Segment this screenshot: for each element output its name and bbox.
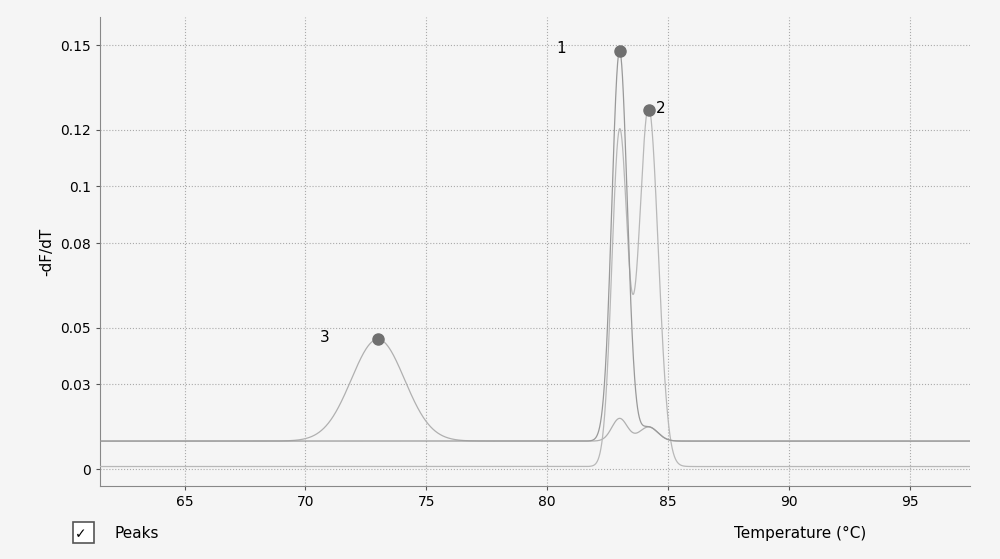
Text: 3: 3 bbox=[320, 330, 330, 345]
Text: 1: 1 bbox=[557, 41, 566, 56]
Y-axis label: -dF/dT: -dF/dT bbox=[40, 228, 55, 276]
Bar bbox=[73, 522, 94, 543]
Text: Peaks: Peaks bbox=[115, 527, 160, 541]
Text: Temperature (°C): Temperature (°C) bbox=[734, 527, 866, 541]
Text: 2: 2 bbox=[656, 101, 665, 116]
Text: ✓: ✓ bbox=[74, 527, 86, 541]
